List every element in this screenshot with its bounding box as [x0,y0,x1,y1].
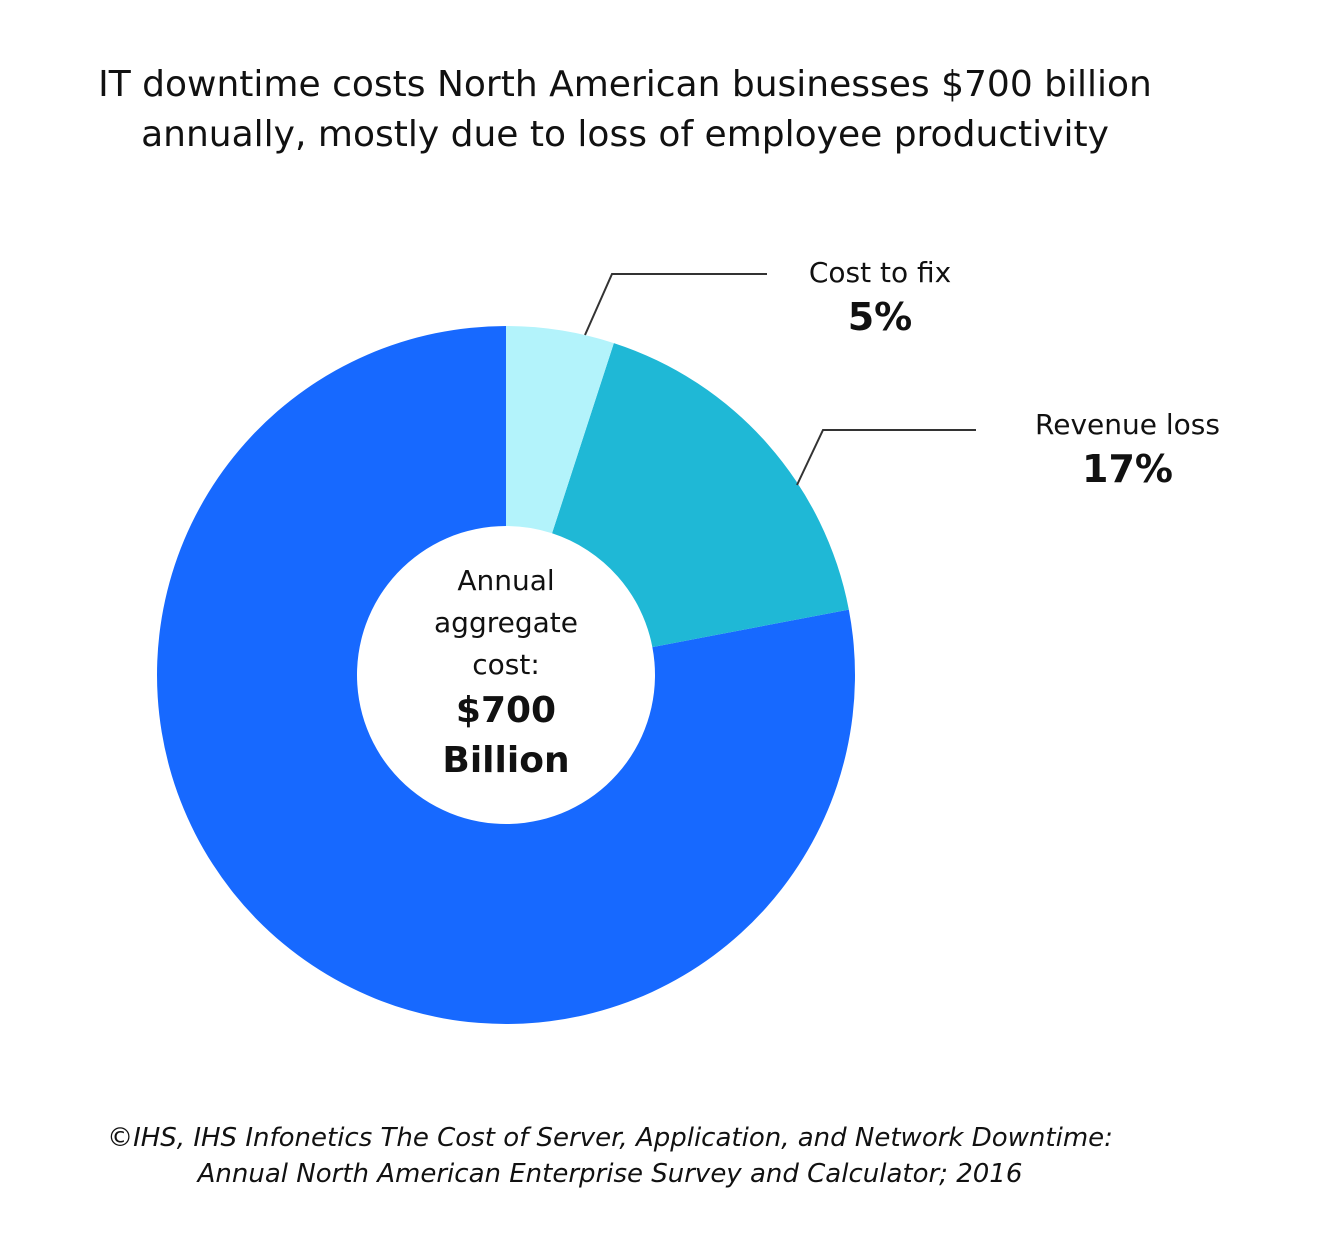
source-line: ©IHS, IHS Infonetics The Cost of Server,… [107,1123,1113,1153]
chart-title: IT downtime costs North American busines… [0,60,1250,160]
center-label: Annual aggregate cost: $700 Billion [386,560,626,786]
donut-slice-remainder [156,326,855,1025]
title-line: IT downtime costs North American busines… [98,64,1152,105]
center-value: Billion [442,740,570,781]
donut-slice-cost-to-fix [506,326,614,534]
title-line: annually, mostly due to loss of employee… [141,114,1109,155]
slice-value-label: 5% [847,295,913,339]
center-text: Annual [457,564,555,597]
center-value: $700 [455,690,557,731]
leader-line-revenue-loss [796,429,976,486]
source-line: Annual North American Enterprise Survey … [197,1159,1023,1189]
slice-label-text: Cost to fix [808,256,952,289]
leader-line-cost-to-fix [584,273,767,336]
donut-slice-revenue-loss [552,343,849,648]
source-note: ©IHS, IHS Infonetics The Cost of Server,… [0,1120,1220,1192]
slice-value-label: 17% [1082,447,1173,491]
slice-label-cost-to-fix: Cost to fix 5% [780,256,980,339]
slice-label-text: Revenue loss [1035,408,1220,441]
center-text: aggregate [434,606,578,639]
center-text: cost: [472,648,540,681]
slice-label-revenue-loss: Revenue loss 17% [1010,408,1245,491]
